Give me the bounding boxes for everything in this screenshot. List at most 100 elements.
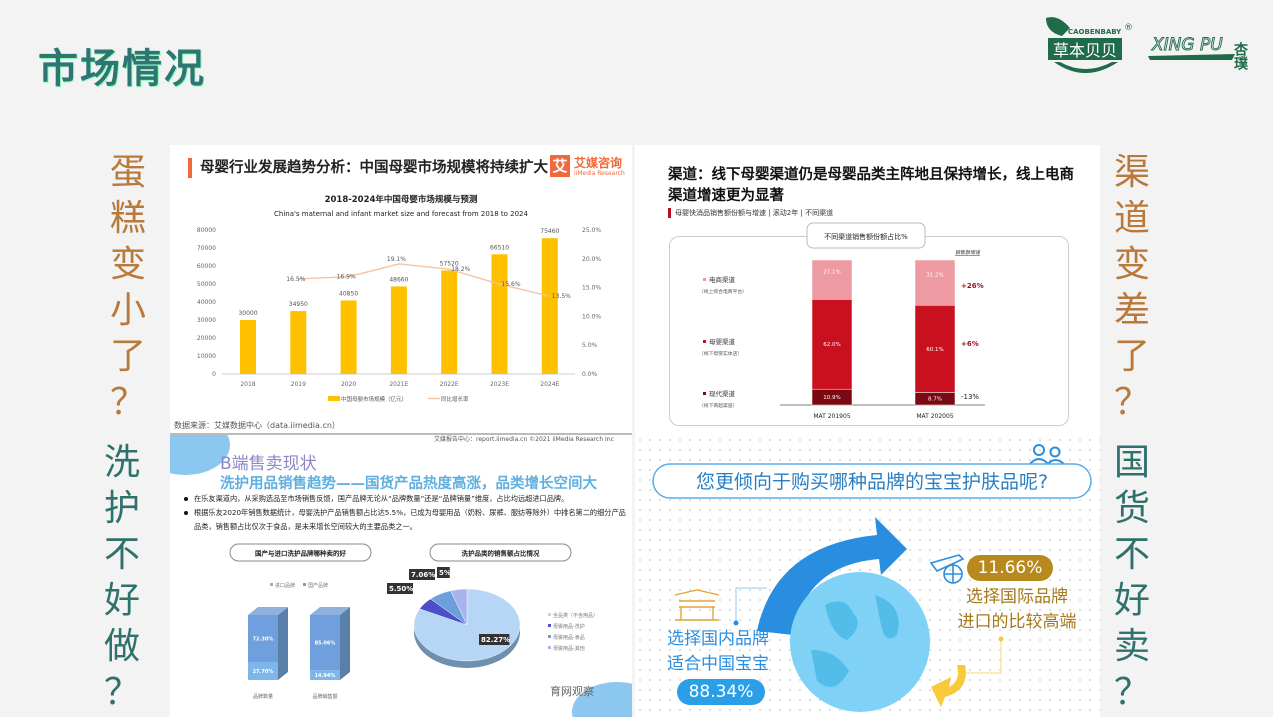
y-left-tick-label: 60000 bbox=[197, 263, 216, 270]
y-left-tick-label: 30000 bbox=[197, 317, 216, 324]
legend-swatch bbox=[703, 340, 706, 343]
x-tick-label: 品牌数量 bbox=[253, 693, 273, 700]
segment-value-label: 27.70% bbox=[253, 669, 274, 675]
bar-value-label: 57520 bbox=[440, 260, 459, 267]
bar-top-face bbox=[310, 607, 350, 615]
legend-note: （线下母婴实体店） bbox=[699, 350, 742, 357]
pie-value-label: 82.27% bbox=[481, 636, 510, 644]
growth-label: +26% bbox=[961, 282, 984, 290]
growth-point bbox=[448, 268, 451, 270]
legend-label: 现代渠道 bbox=[709, 389, 736, 398]
left-caption-top: 蛋糕变小了？ bbox=[109, 152, 146, 423]
legend-label: 电商渠道 bbox=[709, 275, 736, 284]
x-tick-label: 2024E bbox=[540, 381, 559, 388]
growth-value-label: 19.1% bbox=[387, 256, 406, 263]
airplane-globe-icon bbox=[929, 554, 965, 584]
brand1-cn: 草本贝贝 bbox=[1053, 41, 1117, 60]
growth-label: +6% bbox=[961, 340, 979, 348]
bar-value-label: 75460 bbox=[540, 228, 559, 235]
legend-swatch bbox=[303, 583, 306, 586]
bar-value-label: 40850 bbox=[339, 290, 358, 297]
bar bbox=[491, 254, 508, 374]
x-tick-label: 2020 bbox=[341, 381, 356, 388]
stacked-bar-segment bbox=[914, 304, 956, 393]
slide-title: 市场情况 bbox=[38, 46, 206, 92]
legend-swatch bbox=[703, 392, 706, 395]
bar bbox=[240, 320, 256, 374]
segment-value-label: 72.30% bbox=[253, 636, 274, 642]
chart-title: 2018-2024年中国母婴市场规模与预测 bbox=[325, 194, 478, 205]
intl-label-line: 选择国际品牌 bbox=[966, 587, 1068, 607]
legend-label: 母婴用品-食品 bbox=[553, 634, 585, 641]
segment-value-label: 85.06% bbox=[315, 641, 336, 647]
y-left-tick-label: 70000 bbox=[197, 245, 216, 252]
panel2-heading: 渠道：线下母婴渠道仍是母婴品类主阵地且保持增长，线上电商渠道增速更为显著 bbox=[668, 167, 1074, 204]
domestic-value-badge: 88.34% bbox=[677, 679, 765, 705]
watermark-text: 育网观察 bbox=[550, 685, 594, 698]
bar bbox=[290, 311, 307, 374]
preference-question: 您更倾向于购买哪种品牌的宝宝护肤品呢? bbox=[695, 471, 1049, 493]
legend-swatch bbox=[548, 624, 551, 627]
panel1-heading: 母婴行业发展趋势分析：中国母婴市场规模将持续扩大 bbox=[188, 158, 548, 178]
domestic-label-line: 选择国内品牌 bbox=[667, 629, 769, 649]
legend-bar-label: 中国母婴市场规模（亿元） bbox=[341, 395, 407, 403]
growth-value-label: 18.2% bbox=[451, 266, 470, 273]
bar-value-label: 66510 bbox=[490, 244, 509, 251]
channel-panel: 渠道：线下母婴渠道仍是母婴品类主阵地且保持增长，线上电商渠道增速更为显著 母婴快… bbox=[635, 145, 1100, 435]
y-right-tick-label: 0.0% bbox=[582, 371, 598, 378]
segment-value-label: 31.2% bbox=[926, 273, 943, 279]
y-right-tick-label: 15.0% bbox=[582, 285, 601, 292]
pie-label-box bbox=[479, 634, 510, 645]
left-caption-bottom: 洗护不好做？ bbox=[103, 442, 140, 713]
legend-note: （线下商超渠道） bbox=[699, 402, 737, 409]
iimedia-brand-en: iiMedia Research bbox=[574, 170, 625, 177]
bar bbox=[340, 300, 357, 374]
x-tick-label: 2022E bbox=[440, 381, 459, 388]
panel1-footer: 艾媒报告中心：report.iimedia.cn ©2021 iiMedia R… bbox=[434, 436, 614, 443]
panel2-subheading: 母婴快消品销售额份额与增速 | 滚动2年 | 不同渠道 bbox=[668, 208, 833, 218]
bar bbox=[541, 238, 558, 374]
legend-label: 进口品牌 bbox=[275, 582, 295, 589]
x-tick-label: 品牌销售额 bbox=[312, 693, 337, 700]
segment-value-label: 62.0% bbox=[823, 342, 840, 348]
iimedia-brand-cn: 艾媒咨询 bbox=[574, 156, 623, 170]
bar-value-label: 34950 bbox=[289, 301, 308, 308]
panel3-subtitle: 洗护用品销售趋势——国货产品热度高涨，品类增长空间大 bbox=[220, 476, 597, 492]
panel1-divider bbox=[170, 433, 632, 435]
stacked-bar-segment bbox=[914, 259, 956, 306]
segment-value-label: 10.9% bbox=[823, 395, 840, 401]
market-size-chart: 2018-2024年中国母婴市场规模与预测 China's maternal an… bbox=[197, 194, 601, 403]
growth-header: 销售额增速 bbox=[955, 249, 981, 256]
legend-swatch bbox=[703, 278, 706, 281]
panel3-bullets: 在乐友渠道内，从采购选品至市场销售反馈，国产品牌无论从“品牌数量”还是“品牌销量… bbox=[182, 492, 627, 534]
users-icon bbox=[1028, 444, 1066, 466]
stacked-bar-segment bbox=[811, 259, 853, 300]
pie-value-label: 7.06% bbox=[411, 571, 435, 579]
pie-value-label: 5.50% bbox=[389, 585, 413, 593]
y-left-tick-label: 0 bbox=[212, 371, 216, 378]
curved-arrow-icon bbox=[757, 517, 907, 635]
brand1-en: CAOBENBABY bbox=[1068, 28, 1122, 36]
growth-label: -13% bbox=[961, 393, 979, 401]
b2b-sales-panel: 艾媒报告中心：report.iimedia.cn ©2021 iiMedia R… bbox=[170, 435, 632, 717]
right-caption-top: 渠道变差了？ bbox=[1113, 152, 1150, 423]
chart-title: 洗护品类的销售额占比情况 bbox=[462, 549, 541, 558]
bar-side-face bbox=[278, 607, 288, 680]
small-arrow-icon bbox=[931, 665, 966, 707]
legend-bar-swatch bbox=[328, 396, 340, 401]
chart-title-box bbox=[806, 222, 926, 249]
legend-swatch bbox=[548, 613, 551, 616]
pie-label-box bbox=[387, 583, 413, 594]
bullet-item: 在乐友渠道内，从采购选品至市场销售反馈，国产品牌无论从“品牌数量”还是“品牌销量… bbox=[182, 492, 627, 506]
registered-mark: ® bbox=[1124, 23, 1133, 33]
chart-title: 国产与进口洗护品牌哪种卖的好 bbox=[255, 549, 347, 558]
bullet-item: 根据乐友2020年销售数据统计，母婴洗护产品销售额占比达5.5%，已成为母婴用品… bbox=[182, 506, 627, 534]
segment-value-label: 14.94% bbox=[315, 673, 336, 679]
panel1-source: 数据来源：艾媒数据中心（data.iimedia.cn） bbox=[174, 421, 340, 430]
growth-value-label: 15.6% bbox=[502, 281, 521, 288]
preference-illustration bbox=[652, 444, 1092, 712]
legend-note: （线上综合电商平台） bbox=[699, 288, 747, 295]
brand-preference-panel: 您更倾向于购买哪种品牌的宝宝护肤品呢? 选择国内品牌 适合中国宝宝 88.34%… bbox=[635, 435, 1100, 717]
y-right-tick-label: 25.0% bbox=[582, 227, 601, 234]
